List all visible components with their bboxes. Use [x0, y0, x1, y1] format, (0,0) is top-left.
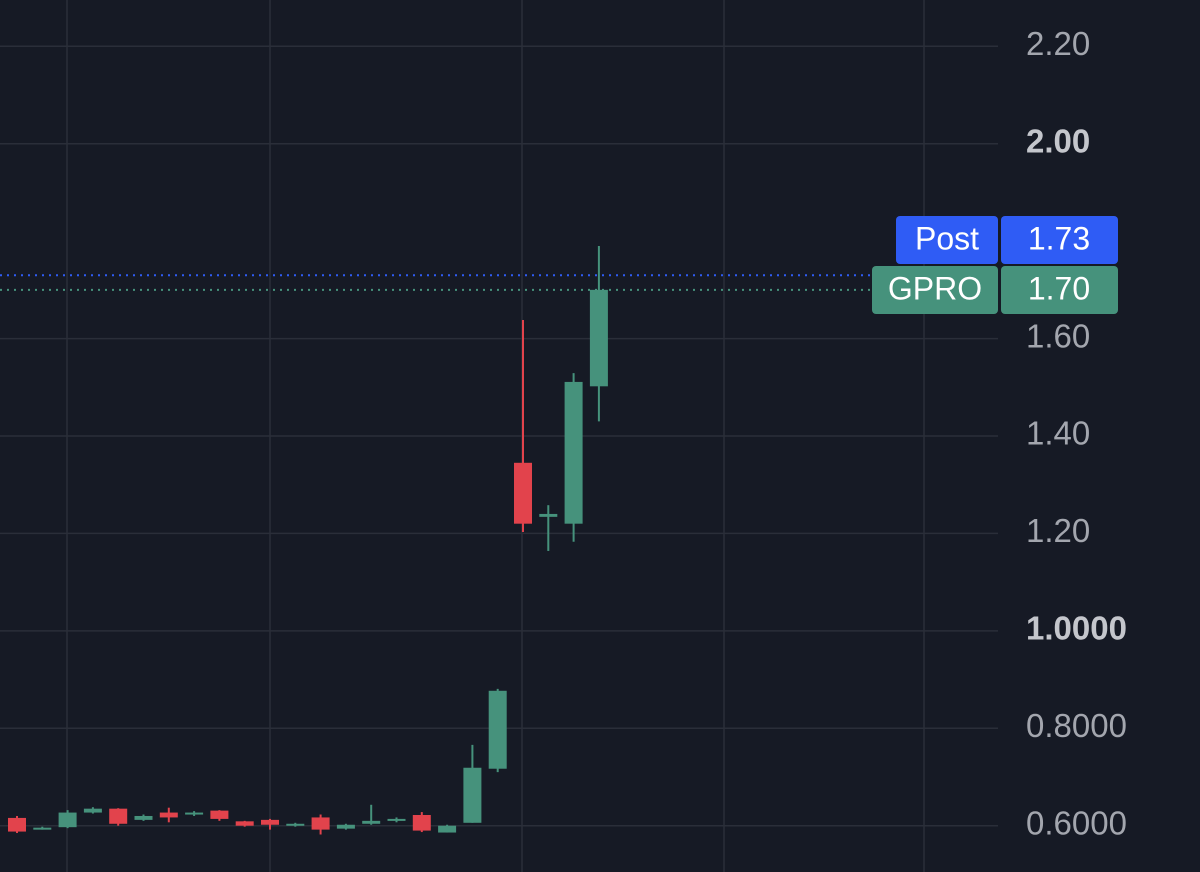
y-tick-label: 0.8000 [1026, 707, 1127, 744]
candle-body [589, 289, 608, 387]
candle-body [235, 821, 254, 826]
badge-value-bg [1001, 266, 1118, 314]
candle-body [438, 825, 457, 833]
candle-body [109, 808, 128, 824]
axis-labels: 2.20 2.00 1.60 1.40 1.20 1.0000 0.8000 0.6000 Po… [872, 25, 1127, 841]
candle-body [539, 513, 558, 517]
y-tick-label: 1.20 [1026, 512, 1090, 549]
candle-body [311, 817, 330, 830]
candle-body [488, 690, 507, 769]
candle-body [362, 820, 381, 824]
candle-body [387, 818, 406, 821]
candle-body [185, 812, 204, 815]
horizontal-grid [0, 45, 998, 827]
candle-body [210, 810, 229, 819]
candle-body [514, 462, 532, 524]
badge-label: GPRO [888, 270, 982, 306]
candle-body [564, 381, 583, 524]
candle-body [58, 812, 77, 828]
candle-body [134, 815, 153, 820]
candle-body [261, 819, 279, 825]
badge-value: 1.70 [1028, 270, 1090, 306]
badge-label-bg [872, 266, 998, 314]
badge-label: Post [915, 220, 979, 256]
badge-label-bg [896, 216, 998, 264]
y-tick-label: 2.20 [1026, 25, 1090, 62]
badge-value: 1.73 [1028, 220, 1090, 256]
price-badge: Post 1.73 [896, 216, 1118, 264]
candle-body [159, 812, 178, 818]
badge-value-bg [1001, 216, 1118, 264]
candle-body [8, 817, 26, 832]
candle-body [463, 767, 482, 823]
candles [0, 246, 870, 835]
y-tick-label: 0.6000 [1026, 804, 1127, 841]
candle-body [286, 823, 305, 826]
y-tick-label: 2.00 [1026, 122, 1090, 159]
candle-body [33, 827, 52, 830]
price-badge: GPRO 1.70 [872, 266, 1118, 314]
candle-body [336, 824, 355, 829]
y-tick-label: 1.60 [1026, 317, 1090, 354]
candle-body [83, 808, 102, 813]
y-tick-label: 1.40 [1026, 415, 1090, 452]
y-tick-label: 1.0000 [1026, 610, 1127, 647]
candle-body [412, 815, 431, 831]
